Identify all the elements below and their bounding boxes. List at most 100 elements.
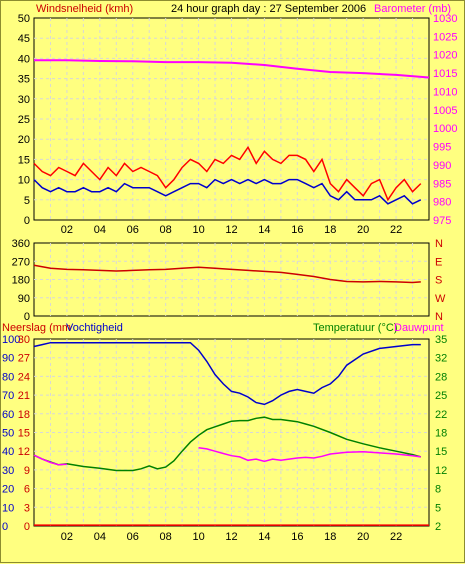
y-left-mm-tick-label: 9 xyxy=(24,465,30,477)
y-ticks-left-1: 0 5 10 15 20 25 30 35 40 45 50 xyxy=(18,13,30,227)
x-tick-label: 16 xyxy=(291,224,303,236)
y-right-tick-label: 35 xyxy=(435,334,447,346)
y-left-mm-tick-label: 6 xyxy=(24,484,30,496)
y-right-tick-label: 975 xyxy=(433,215,451,227)
x-tick-label: 14 xyxy=(258,531,270,543)
y-right-tick-label: 990 xyxy=(433,160,451,172)
y-left-pct-tick-label: 90 xyxy=(2,353,14,365)
ylabel-left-3b: Vochtigheid xyxy=(66,322,123,334)
y-left-pct-tick-label: 60 xyxy=(2,409,14,421)
y-ticks-right-1: 975 980 985 990 995 1000 1005 1010 1015 1020 1025 1… xyxy=(433,13,457,227)
x-tick-label: 06 xyxy=(127,224,139,236)
y-left-pct-tick-label: 0 xyxy=(2,521,8,533)
x-tick-label: 22 xyxy=(390,531,402,543)
grid-2 xyxy=(34,243,429,316)
y-right-tick-label: 28 xyxy=(435,371,447,383)
y-right-tick-label: 32 xyxy=(435,353,447,365)
grid-1 xyxy=(34,18,429,220)
y-left-tick-label: 35 xyxy=(18,74,30,86)
y-left-tick-label: 5 xyxy=(24,195,30,207)
ylabel-left-1: Windsnelheid (kmh) xyxy=(36,3,133,15)
y-left-mm-tick-label: 27 xyxy=(18,353,30,365)
y-right-tick-label: 2 xyxy=(435,521,441,533)
grid-3 xyxy=(34,339,429,526)
y-left-tick-label: 180 xyxy=(12,275,30,287)
y-left-tick-label: 30 xyxy=(18,94,30,106)
y-right-tick-label: S xyxy=(435,275,442,287)
x-tick-label: 18 xyxy=(324,531,336,543)
x-tick-label: 10 xyxy=(192,531,204,543)
y-right-tick-label: 1015 xyxy=(433,68,457,80)
series-line xyxy=(33,178,422,205)
y-left-pct-tick-label: 30 xyxy=(2,465,14,477)
x-tick-label: 12 xyxy=(225,531,237,543)
y-right-tick-label: 8 xyxy=(435,484,441,496)
y-right-tick-label: 1005 xyxy=(433,105,457,117)
y-left-mm-tick-label: 18 xyxy=(18,409,30,421)
y-right-tick-label: 1020 xyxy=(433,50,457,62)
x-ticks-3: 02 04 06 08 10 12 14 16 18 20 22 xyxy=(61,531,402,543)
y-left-mm-tick-label: 12 xyxy=(18,446,30,458)
series-1 xyxy=(33,59,430,205)
y-left-mm-tick-label: 21 xyxy=(18,390,30,402)
y-right-tick-label: 980 xyxy=(433,197,451,209)
y-left-mm-tick-label: 0 xyxy=(24,521,30,533)
x-tick-label: 08 xyxy=(160,224,172,236)
y-left-tick-label: 10 xyxy=(18,175,30,187)
series-3 xyxy=(33,341,429,526)
ylabel-right-3a: Temperatuur (°C) xyxy=(313,322,397,334)
x-tick-label: 06 xyxy=(127,531,139,543)
ylabel-right-1: Barometer (mb) xyxy=(374,3,451,15)
ylabel-right-3b: Dauwpunt xyxy=(394,322,444,334)
series-line xyxy=(33,454,67,466)
x-tick-label: 10 xyxy=(192,224,204,236)
x-ticks-1: 02 04 06 08 10 12 14 16 18 20 22 xyxy=(61,224,402,236)
x-tick-label: 16 xyxy=(291,531,303,543)
x-tick-label: 02 xyxy=(61,531,73,543)
x-tick-label: 12 xyxy=(225,224,237,236)
y-right-tick-label: 25 xyxy=(435,390,447,402)
series-2 xyxy=(33,264,421,284)
y-left-pct-tick-label: 100 xyxy=(2,334,20,346)
y-right-tick-label: 1010 xyxy=(433,86,457,98)
x-tick-label: 04 xyxy=(94,531,106,543)
y-right-tick-label: 12 xyxy=(435,465,447,477)
y-left-pct-tick-label: 80 xyxy=(2,371,14,383)
y-left-tick-label: 90 xyxy=(18,293,30,305)
y-right-tick-label: 985 xyxy=(433,178,451,190)
y-left-pct-tick-label: 10 xyxy=(2,502,14,514)
y-ticks-left-3: 0 10 20 30 40 50 60 70 80 90 100 0 3 6 9 12 15 18 21 24 27 30 xyxy=(2,334,30,533)
y-left-mm-tick-label: 15 xyxy=(18,428,30,440)
y-left-pct-tick-label: 70 xyxy=(2,390,14,402)
y-left-pct-tick-label: 50 xyxy=(2,428,14,440)
y-right-tick-label: 5 xyxy=(435,502,441,514)
y-right-tick-label: E xyxy=(435,256,442,268)
y-right-tick-label: 1030 xyxy=(433,13,457,25)
y-left-tick-label: 360 xyxy=(12,238,30,250)
y-left-tick-label: 25 xyxy=(18,114,30,126)
chart-title: 24 hour graph day : 27 September 2006 xyxy=(171,3,366,15)
ylabel-left-3a: Neerslag (mm xyxy=(2,322,71,334)
y-left-tick-label: 0 xyxy=(24,311,30,323)
x-tick-label: 22 xyxy=(390,224,402,236)
y-left-tick-label: 40 xyxy=(18,53,30,65)
y-left-tick-label: 50 xyxy=(18,13,30,25)
x-tick-label: 04 xyxy=(94,224,106,236)
series-line xyxy=(33,341,421,406)
x-tick-label: 20 xyxy=(357,224,369,236)
y-right-tick-label: 1025 xyxy=(433,31,457,43)
x-tick-label: 02 xyxy=(61,224,73,236)
humidity-temperature-panel: 0 10 20 30 40 50 60 70 80 90 100 0 3 6 9 12 15 18 21 24 27 30… xyxy=(2,322,447,543)
x-tick-label: 18 xyxy=(324,224,336,236)
series-line xyxy=(33,264,421,284)
series-line xyxy=(33,145,422,202)
x-tick-label: 14 xyxy=(258,224,270,236)
y-right-tick-label: 22 xyxy=(435,409,447,421)
y-left-tick-label: 270 xyxy=(12,256,30,268)
